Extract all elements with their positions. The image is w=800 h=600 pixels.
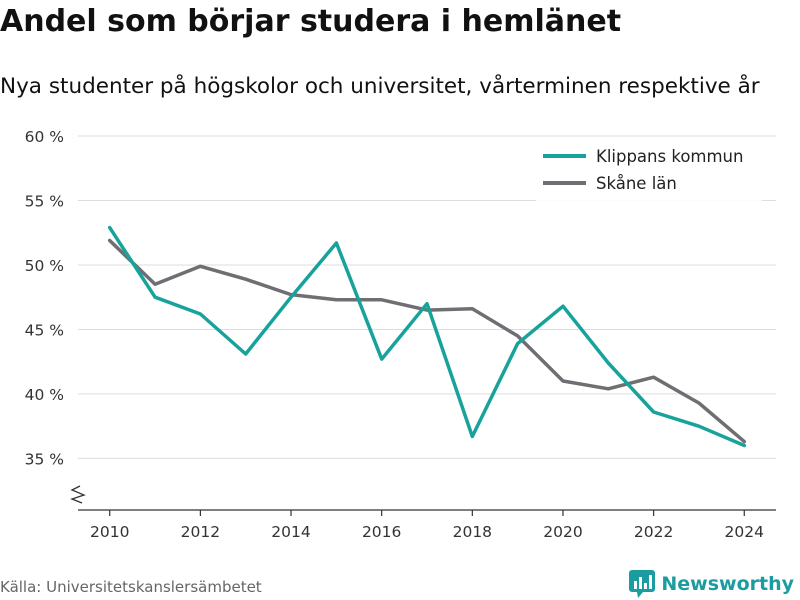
series-line <box>107 238 747 444</box>
x-tick-label: 2014 <box>271 523 310 541</box>
chart-title: Andel som börjar studera i hemlänet <box>0 4 622 39</box>
bar-chart-logo-icon <box>629 570 656 598</box>
x-tick-label: 2022 <box>634 523 673 541</box>
source-note: Källa: Universitetskanslersämbetet <box>0 578 262 596</box>
y-tick-label: 55 % <box>25 192 64 210</box>
legend: Klippans kommun Skåne län <box>536 140 762 202</box>
y-tick-label: 40 % <box>25 386 64 404</box>
y-tick-label: 50 % <box>25 257 64 275</box>
x-tick-label: 2010 <box>90 523 129 541</box>
x-tick-label: 2024 <box>725 523 764 541</box>
legend-label: Skåne län <box>596 174 677 193</box>
axis-break-icon <box>70 485 86 504</box>
x-tick-label: 2016 <box>362 523 401 541</box>
x-tick-label: 2020 <box>543 523 582 541</box>
legend-background <box>536 140 762 202</box>
brand-name: Newsworthy <box>661 573 794 595</box>
y-tick-label: 45 % <box>25 321 64 339</box>
y-tick-label: 60 % <box>25 128 64 146</box>
y-tick-label: 35 % <box>25 450 64 468</box>
brand-logo: Newsworthy <box>629 570 794 598</box>
chart-subtitle: Nya studenter på högskolor och universit… <box>0 74 760 99</box>
legend-label: Klippans kommun <box>596 147 743 166</box>
x-tick-label: 2012 <box>181 523 220 541</box>
x-tick-label: 2018 <box>453 523 492 541</box>
series-line <box>107 225 747 448</box>
